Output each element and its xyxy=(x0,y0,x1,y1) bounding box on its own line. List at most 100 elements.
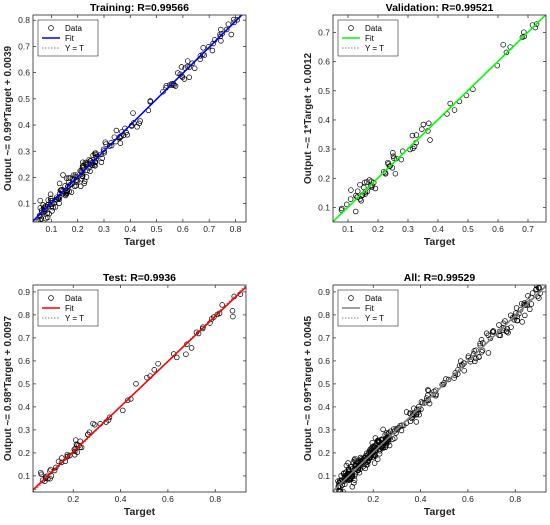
data-point xyxy=(399,422,405,429)
legend-entry: Y = T xyxy=(65,314,84,323)
data-point xyxy=(337,478,343,484)
data-point xyxy=(514,317,520,324)
data-point xyxy=(91,421,98,428)
legend-entry: Fit xyxy=(365,34,375,43)
data-point xyxy=(47,475,53,482)
data-point xyxy=(67,175,73,181)
x-tick-label: 0.8 xyxy=(509,494,521,504)
y-tick-label: 0.4 xyxy=(318,115,330,125)
data-point xyxy=(81,180,87,187)
data-point xyxy=(181,76,188,82)
data-point xyxy=(536,295,542,301)
x-tick-label: 0.2 xyxy=(72,224,84,234)
data-point xyxy=(517,306,524,313)
y-tick-label: 0.2 xyxy=(318,448,330,458)
x-tick-label: 0.8 xyxy=(230,224,242,234)
data-point xyxy=(364,461,371,468)
y-tick-label: 0.8 xyxy=(18,15,30,25)
x-tick-label: 0.1 xyxy=(45,224,57,234)
data-point xyxy=(46,211,52,217)
regression-panel-4: 0.2 0.4 0.6 0.8 0.1 0.2 0.3 0.4 0.5 0.6 0.7 0.8 0.9 A… xyxy=(303,272,547,518)
data-point xyxy=(361,179,368,186)
data-point xyxy=(427,137,433,143)
data-point xyxy=(504,328,510,335)
data-point xyxy=(98,151,104,158)
data-point xyxy=(386,434,393,441)
data-point xyxy=(407,418,414,425)
data-point xyxy=(357,181,363,188)
data-point xyxy=(43,215,49,222)
x-tick-label: 0.4 xyxy=(415,494,427,504)
data-point xyxy=(42,475,49,482)
data-point xyxy=(483,330,490,337)
data-point xyxy=(337,488,344,492)
y-tick-label: 0.1 xyxy=(318,202,330,212)
data-point xyxy=(389,165,396,171)
x-tick-label: 0.3 xyxy=(98,224,110,234)
data-point xyxy=(120,407,126,414)
data-point xyxy=(136,120,142,127)
data-point xyxy=(519,319,525,325)
data-point xyxy=(184,58,191,64)
legend-entry: Y = T xyxy=(365,44,384,53)
data-point xyxy=(62,192,69,199)
y-tick-label: 0.9 xyxy=(18,287,30,297)
data-point xyxy=(445,376,452,383)
data-point xyxy=(414,406,420,413)
data-point xyxy=(191,65,198,72)
data-point xyxy=(40,202,46,208)
fit-line xyxy=(333,15,546,222)
x-axis-label: Target xyxy=(424,506,456,518)
legend-data-marker xyxy=(48,25,54,31)
legend-data-marker xyxy=(348,295,354,301)
data-point xyxy=(354,458,360,465)
y-tick-label: 0.3 xyxy=(318,425,330,435)
data-point xyxy=(102,139,109,145)
legend-entry: Y = T xyxy=(65,44,84,53)
data-point xyxy=(496,328,503,335)
y-axis-label: Output ~= 1*Target + 0.0012 xyxy=(303,52,314,184)
chart-title: Training: R=0.99566 xyxy=(90,2,189,14)
y-tick-label: 0.2 xyxy=(318,173,330,183)
axes-box xyxy=(32,284,247,493)
data-point xyxy=(106,143,113,149)
data-point xyxy=(409,132,416,139)
data-point xyxy=(340,471,347,477)
data-point xyxy=(398,156,405,163)
data-point xyxy=(124,397,131,404)
data-point xyxy=(487,335,494,342)
legend-entry: Data xyxy=(65,24,82,33)
data-point xyxy=(72,445,79,452)
data-point xyxy=(533,286,540,292)
data-point xyxy=(120,132,127,139)
legend-entry: Fit xyxy=(65,304,75,313)
data-point xyxy=(348,470,355,476)
data-point xyxy=(48,473,55,479)
x-tick-label: 0.6 xyxy=(177,224,189,234)
data-point xyxy=(197,53,204,59)
data-point xyxy=(163,83,170,89)
data-point xyxy=(372,435,379,441)
y-axis-label: Output ~= 0.98*Target + 0.0097 xyxy=(3,315,14,461)
data-point xyxy=(345,468,352,474)
data-point xyxy=(425,387,431,393)
y-tick-label: 0.8 xyxy=(18,310,30,320)
data-point xyxy=(113,127,120,134)
y-tick-label: 0.6 xyxy=(18,68,30,78)
data-point xyxy=(106,414,113,421)
data-point xyxy=(411,143,418,150)
x-tick-label: 0.4 xyxy=(115,494,127,504)
data-point xyxy=(93,156,100,162)
data-point xyxy=(337,488,343,492)
data-point xyxy=(225,21,232,27)
data-point xyxy=(92,163,98,169)
data-point xyxy=(223,26,230,33)
data-point xyxy=(186,74,192,81)
data-point xyxy=(378,437,385,444)
y-tick-label: 0.5 xyxy=(18,379,30,389)
x-axis-label: Target xyxy=(124,506,156,518)
data-point xyxy=(455,366,461,373)
data-point xyxy=(68,189,75,195)
data-point xyxy=(83,174,90,180)
